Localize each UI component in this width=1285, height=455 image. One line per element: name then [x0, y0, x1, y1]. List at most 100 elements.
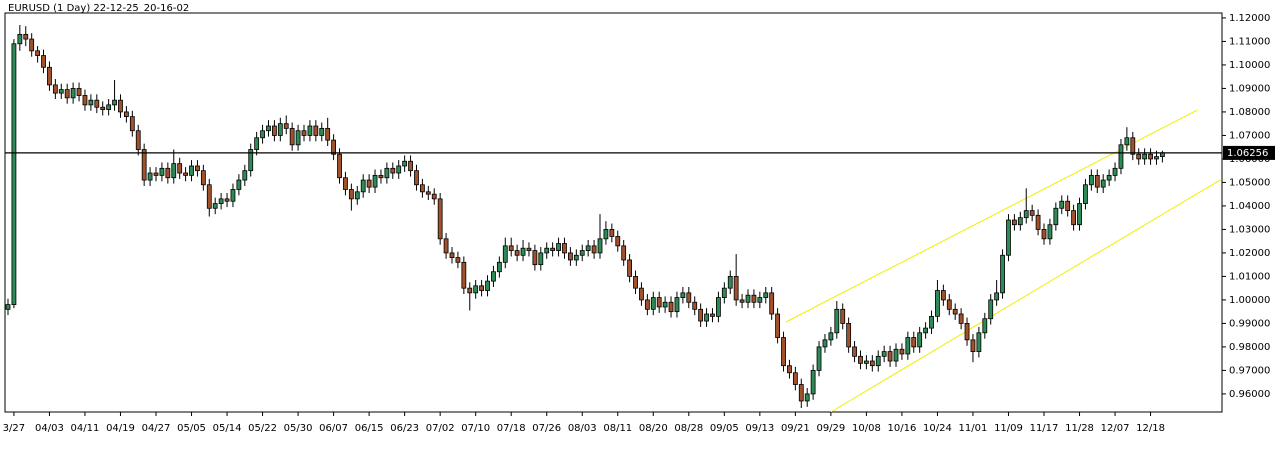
x-tick-label: 11/28	[1065, 423, 1094, 434]
candle-body	[271, 125, 277, 136]
candle-body	[887, 351, 893, 362]
candle-body	[76, 88, 82, 96]
x-tick-label: 07/10	[461, 423, 490, 434]
candle-body	[568, 252, 573, 261]
candle-body	[242, 170, 248, 181]
candle-body	[621, 245, 627, 261]
y-tick-label: 0.97000	[1229, 365, 1270, 376]
candle-body	[183, 172, 189, 176]
x-tick-label: 10/16	[888, 423, 917, 434]
candle-body	[615, 236, 621, 247]
x-tick-label: 12/18	[1136, 423, 1165, 434]
candle-body	[118, 99, 123, 113]
candle-body	[1112, 167, 1118, 176]
candle-body	[337, 153, 342, 179]
candle-body	[206, 184, 212, 209]
candle-body	[1136, 153, 1142, 160]
x-tick-label: 10/24	[923, 423, 952, 434]
candle-body	[289, 127, 295, 146]
candle-body	[414, 170, 419, 186]
candle-body	[177, 163, 183, 174]
candle-body	[283, 123, 289, 129]
candle-body	[1029, 210, 1035, 216]
candle-body	[1077, 203, 1082, 226]
x-tick-label: 10/08	[852, 423, 881, 434]
candle-body	[982, 318, 988, 334]
candle-body	[917, 332, 923, 348]
y-tick-label: 0.99000	[1229, 318, 1270, 329]
chart-title: EURUSD (1 Day) 22-12-25_20-16-02	[8, 3, 189, 14]
candle-body	[792, 372, 798, 385]
plot-layer	[5, 24, 1221, 412]
candle-body	[846, 323, 852, 348]
candle-body	[212, 203, 218, 209]
x-tick-label: 06/15	[355, 423, 384, 434]
candle-body	[609, 229, 615, 237]
candle-body	[11, 43, 17, 306]
candle-body	[159, 167, 165, 176]
candle-body	[1000, 254, 1005, 294]
last-price-label: 1.06256	[1227, 148, 1268, 159]
candle-body	[662, 301, 668, 308]
x-tick-label: 11/01	[959, 423, 988, 434]
candle-body	[354, 191, 360, 200]
x-tick-label: 07/26	[532, 423, 561, 434]
candle-body	[165, 167, 171, 179]
candle-body	[343, 177, 348, 190]
candle-body	[556, 243, 561, 251]
candle-body	[425, 191, 431, 195]
candle-body	[5, 304, 11, 310]
candle-body	[1154, 156, 1159, 160]
candle-body	[710, 313, 715, 317]
x-tick-label: 08/20	[639, 423, 668, 434]
candle-body	[461, 261, 467, 289]
candle-body	[603, 229, 609, 240]
last-price-box	[1223, 145, 1275, 160]
candle-body	[384, 167, 390, 179]
candle-body	[41, 55, 46, 68]
candle-body	[88, 99, 94, 106]
x-tick-label: 08/28	[674, 423, 703, 434]
candle-body	[656, 297, 662, 308]
candle-body	[467, 287, 473, 294]
x-tick-label: 07/18	[497, 423, 526, 434]
candle-body	[1053, 207, 1059, 226]
candle-body	[840, 308, 846, 324]
candle-body	[449, 252, 455, 259]
y-tick-label: 1.09000	[1229, 83, 1270, 94]
candle-body	[733, 276, 739, 301]
candle-body	[769, 292, 775, 315]
candle-body	[550, 247, 556, 251]
candle-body	[47, 66, 52, 86]
x-tick-label: 05/05	[177, 423, 206, 434]
candle-body	[1148, 153, 1153, 160]
y-tick-label: 1.11000	[1229, 36, 1270, 47]
candle-body	[479, 285, 485, 291]
candle-body	[964, 323, 970, 341]
x-tick-label: 05/22	[248, 423, 277, 434]
candle-body	[331, 139, 337, 155]
candle-body	[485, 280, 490, 291]
candle-body	[929, 315, 934, 329]
candle-body	[852, 346, 857, 357]
x-tick-label: 11/09	[994, 423, 1023, 434]
candle-body	[864, 360, 869, 364]
trendline	[785, 109, 1198, 323]
y-tick-label: 0.96000	[1229, 389, 1270, 400]
candle-body	[650, 297, 656, 310]
candle-body	[562, 243, 567, 254]
candle-body	[260, 130, 265, 139]
candle-body	[905, 337, 911, 355]
y-tick-label: 1.12000	[1229, 13, 1270, 24]
candle-body	[532, 250, 538, 266]
candle-body	[686, 292, 692, 303]
candle-body	[230, 189, 236, 202]
candle-body	[200, 170, 206, 186]
candle-body	[763, 292, 769, 298]
x-tick-label: 04/27	[142, 423, 171, 434]
candle-body	[716, 297, 721, 317]
candle-body	[639, 287, 644, 301]
x-tick-label: 04/11	[71, 423, 100, 434]
candle-body	[129, 116, 135, 132]
candle-body	[946, 299, 952, 310]
